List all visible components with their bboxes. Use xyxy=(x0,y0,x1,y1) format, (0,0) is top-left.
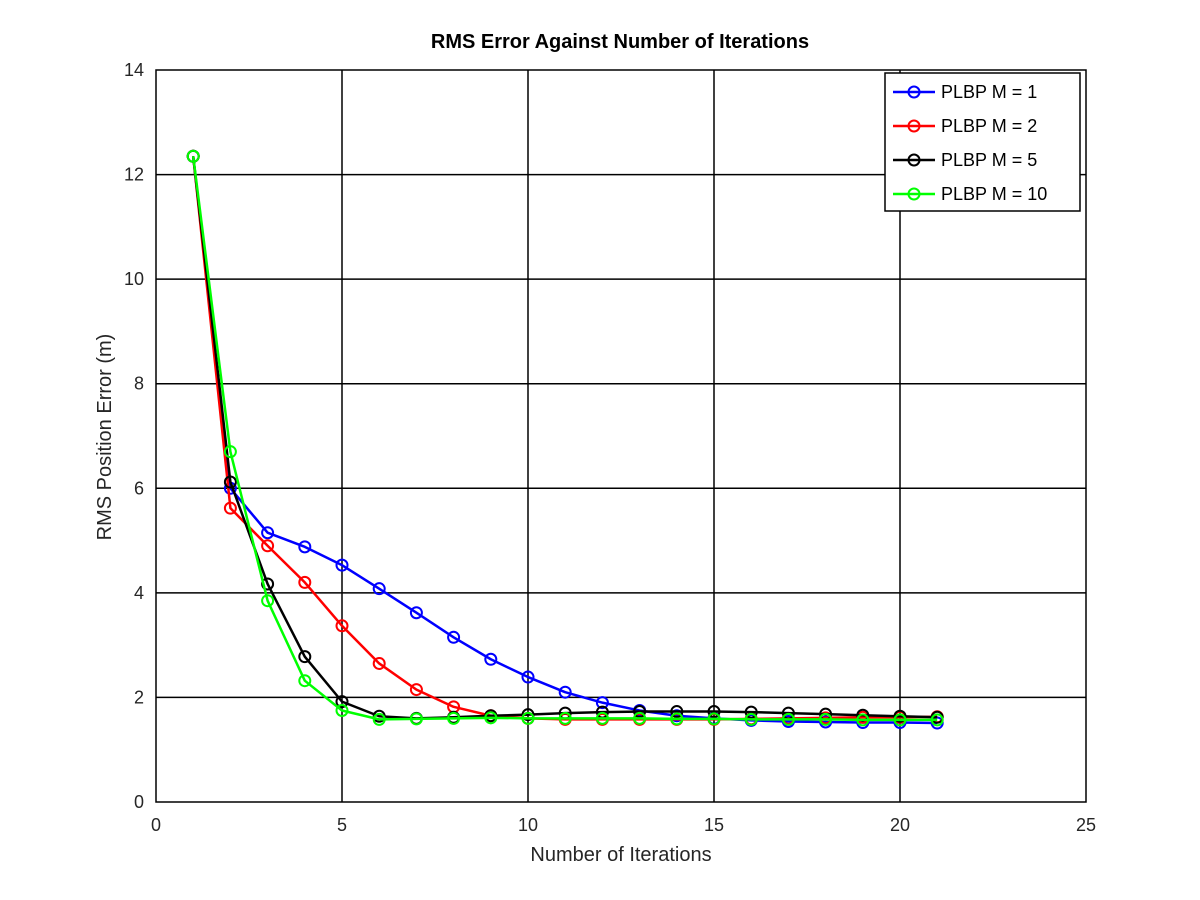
data-point xyxy=(707,712,721,726)
data-point xyxy=(223,475,237,489)
y-tick-label: 6 xyxy=(134,478,144,498)
data-point xyxy=(744,712,758,726)
x-axis-label: Number of Iterations xyxy=(530,844,711,866)
axis-ticks: 0 5 10 15 20 25 0 2 4 6 8 10 12 14 xyxy=(124,60,1096,835)
data-point xyxy=(707,705,721,719)
chart-title: RMS Error Against Number of Iterations xyxy=(431,31,809,53)
data-point xyxy=(595,696,609,710)
data-point xyxy=(670,705,684,719)
x-tick-label: 20 xyxy=(890,815,910,835)
data-point xyxy=(744,705,758,719)
data-point xyxy=(781,712,795,726)
data-point xyxy=(484,711,498,725)
data-point xyxy=(930,713,944,727)
data-point xyxy=(223,445,237,459)
data-point xyxy=(447,630,461,644)
legend-marker xyxy=(907,119,921,133)
data-point xyxy=(893,709,907,723)
data-point xyxy=(856,713,870,727)
x-tick-label: 10 xyxy=(518,815,538,835)
data-point xyxy=(819,712,833,726)
data-point xyxy=(335,558,349,572)
series-line xyxy=(191,156,938,722)
data-point xyxy=(372,656,386,670)
legend-label: PLBP M = 1 xyxy=(941,82,1037,102)
data-point xyxy=(893,713,907,727)
data-point xyxy=(521,708,535,722)
data-point xyxy=(186,149,200,163)
data-point xyxy=(261,539,275,553)
data-point xyxy=(261,577,275,591)
series-line xyxy=(191,156,938,725)
legend-label: PLBP M = 10 xyxy=(941,184,1047,204)
data-point xyxy=(298,650,312,664)
data-point xyxy=(633,705,647,719)
y-tick-label: 8 xyxy=(134,374,144,394)
y-tick-label: 4 xyxy=(134,583,144,603)
data-point xyxy=(558,685,572,699)
y-tick-label: 2 xyxy=(134,687,144,707)
data-point xyxy=(298,674,312,688)
x-tick-label: 15 xyxy=(704,815,724,835)
y-tick-label: 10 xyxy=(124,269,144,289)
data-point xyxy=(409,606,423,620)
y-tick-label: 14 xyxy=(124,60,144,80)
data-point xyxy=(521,670,535,684)
x-tick-label: 5 xyxy=(337,815,347,835)
data-point xyxy=(223,501,237,515)
data-point xyxy=(372,582,386,596)
data-point xyxy=(670,712,684,726)
data-point xyxy=(521,711,535,725)
legend-label: PLBP M = 2 xyxy=(941,116,1037,136)
data-point xyxy=(409,712,423,726)
data-point xyxy=(261,526,275,540)
data-point xyxy=(335,704,349,717)
legend: PLBP M = 1 PLBP M = 2 PLBP M = 5 PLBP M = 1… xyxy=(884,72,1081,212)
legend-marker xyxy=(907,85,921,99)
y-tick-label: 12 xyxy=(124,165,144,185)
y-axis-label: RMS Position Error (m) xyxy=(94,334,116,541)
data-point xyxy=(261,594,275,608)
grid xyxy=(156,70,1086,802)
x-tick-label: 25 xyxy=(1076,815,1096,835)
data-point xyxy=(298,575,312,589)
data-point xyxy=(633,711,647,725)
legend-marker xyxy=(907,187,921,201)
data-point xyxy=(298,540,312,554)
data-point xyxy=(447,711,461,725)
data-point xyxy=(335,695,349,709)
data-point xyxy=(558,711,572,725)
data-point xyxy=(484,652,498,666)
y-tick-label: 0 xyxy=(134,792,144,812)
series-4 xyxy=(186,149,944,727)
legend-label: PLBP M = 5 xyxy=(941,150,1037,170)
legend-marker xyxy=(907,153,921,167)
data-point xyxy=(335,619,349,633)
data-point xyxy=(595,711,609,725)
data-point xyxy=(409,683,423,697)
x-tick-label: 0 xyxy=(151,815,161,835)
series-layer xyxy=(186,149,944,730)
data-point xyxy=(372,712,386,726)
plot-frame xyxy=(155,69,1087,803)
